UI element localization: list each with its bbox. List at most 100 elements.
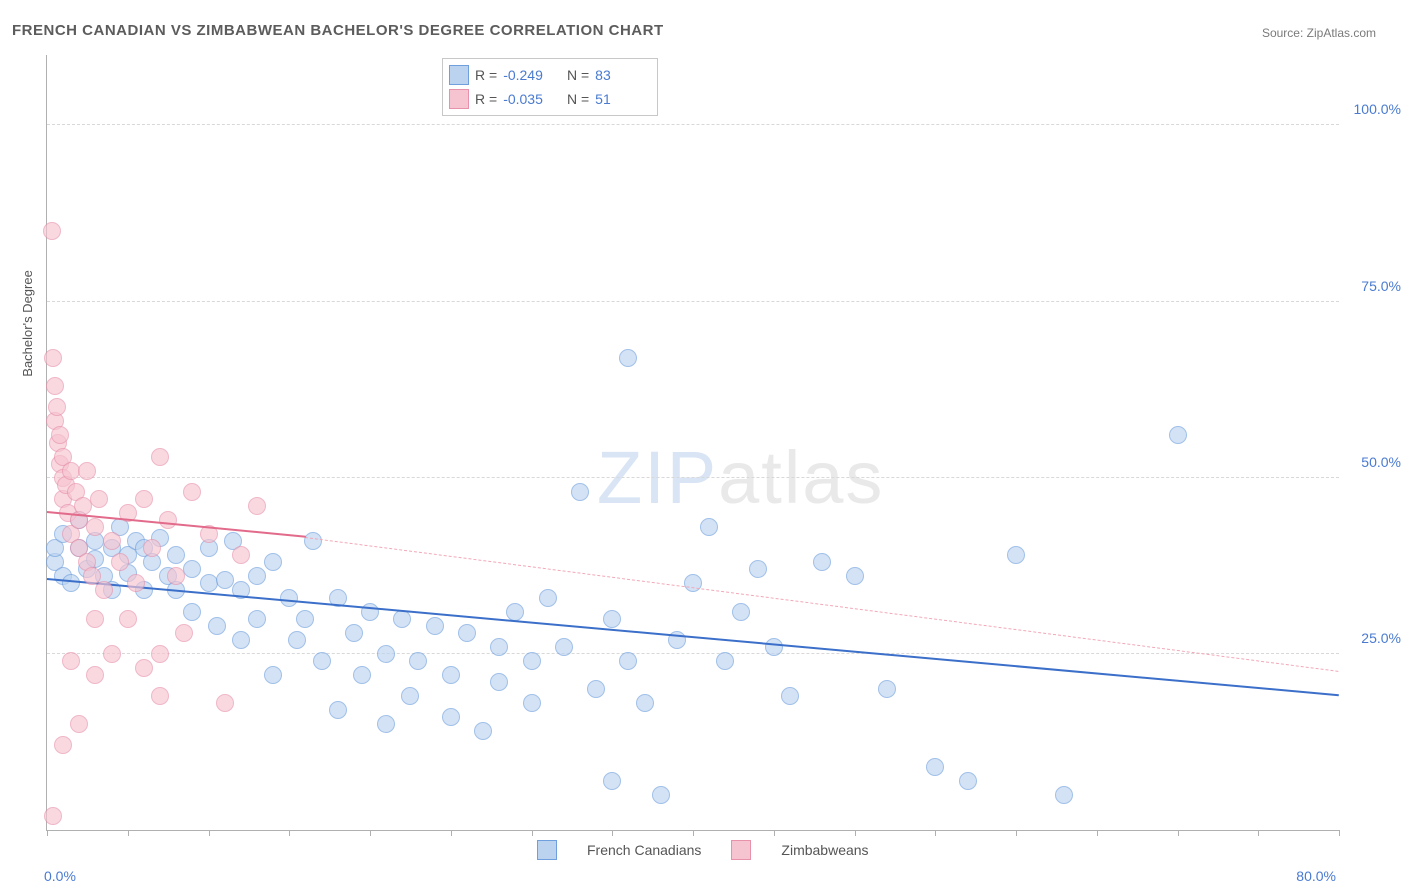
x-tick xyxy=(1258,830,1259,836)
data-point xyxy=(1007,546,1025,564)
data-point xyxy=(846,567,864,585)
stat-r-label: R = xyxy=(475,91,497,107)
data-point xyxy=(571,483,589,501)
data-point xyxy=(490,673,508,691)
y-tick-label: 25.0% xyxy=(1361,630,1401,646)
data-point xyxy=(329,701,347,719)
data-point xyxy=(103,645,121,663)
stat-row: R = -0.249 N = 83 xyxy=(449,63,645,87)
data-point xyxy=(183,603,201,621)
data-point xyxy=(765,638,783,656)
data-point xyxy=(587,680,605,698)
data-point xyxy=(377,715,395,733)
data-point xyxy=(264,553,282,571)
data-point xyxy=(716,652,734,670)
x-tick xyxy=(935,830,936,836)
data-point xyxy=(48,398,66,416)
data-point xyxy=(95,581,113,599)
data-point xyxy=(151,687,169,705)
data-point xyxy=(43,222,61,240)
data-point xyxy=(781,687,799,705)
data-point xyxy=(44,349,62,367)
chart-title: FRENCH CANADIAN VS ZIMBABWEAN BACHELOR'S… xyxy=(12,22,664,39)
data-point xyxy=(90,490,108,508)
data-point xyxy=(167,546,185,564)
data-point xyxy=(603,772,621,790)
data-point xyxy=(264,666,282,684)
legend-swatch xyxy=(731,840,751,860)
x-tick xyxy=(1178,830,1179,836)
data-point xyxy=(151,645,169,663)
legend-swatch xyxy=(537,840,557,860)
stat-n-value: 83 xyxy=(595,67,645,83)
data-point xyxy=(926,758,944,776)
data-point xyxy=(539,589,557,607)
data-point xyxy=(175,624,193,642)
gridline-h xyxy=(47,124,1339,125)
data-point xyxy=(86,518,104,536)
x-tick xyxy=(1339,830,1340,836)
data-point xyxy=(1169,426,1187,444)
y-tick-label: 50.0% xyxy=(1361,454,1401,470)
x-axis-min-label: 0.0% xyxy=(44,868,76,884)
data-point xyxy=(313,652,331,670)
legend-label: Zimbabweans xyxy=(781,842,868,858)
y-axis-title: Bachelor's Degree xyxy=(20,270,35,377)
data-point xyxy=(345,624,363,642)
data-point xyxy=(232,631,250,649)
data-point xyxy=(216,571,234,589)
y-tick-label: 100.0% xyxy=(1354,101,1401,117)
series-swatch xyxy=(449,89,469,109)
data-point xyxy=(304,532,322,550)
data-point xyxy=(248,567,266,585)
data-point xyxy=(280,589,298,607)
data-point xyxy=(127,574,145,592)
data-point xyxy=(62,652,80,670)
data-point xyxy=(684,574,702,592)
source-label: Source: ZipAtlas.com xyxy=(1262,26,1376,40)
data-point xyxy=(103,532,121,550)
data-point xyxy=(216,694,234,712)
data-point xyxy=(652,786,670,804)
data-point xyxy=(749,560,767,578)
stat-r-value: -0.249 xyxy=(503,67,553,83)
x-tick xyxy=(1016,830,1017,836)
gridline-h xyxy=(47,477,1339,478)
data-point xyxy=(474,722,492,740)
data-point xyxy=(700,518,718,536)
data-point xyxy=(506,603,524,621)
x-tick xyxy=(1097,830,1098,836)
data-point xyxy=(46,377,64,395)
data-point xyxy=(248,497,266,515)
data-point xyxy=(86,666,104,684)
y-tick-label: 75.0% xyxy=(1361,278,1401,294)
data-point xyxy=(377,645,395,663)
data-point xyxy=(167,567,185,585)
data-point xyxy=(151,448,169,466)
gridline-h xyxy=(47,301,1339,302)
data-point xyxy=(619,652,637,670)
data-point xyxy=(288,631,306,649)
data-point xyxy=(1055,786,1073,804)
data-point xyxy=(86,610,104,628)
x-tick xyxy=(855,830,856,836)
data-point xyxy=(442,666,460,684)
data-point xyxy=(183,483,201,501)
plot-area: ZIPatlas R = -0.249 N = 83R = -0.035 N =… xyxy=(46,55,1339,831)
data-point xyxy=(361,603,379,621)
data-point xyxy=(426,617,444,635)
x-tick xyxy=(289,830,290,836)
data-point xyxy=(70,715,88,733)
data-point xyxy=(636,694,654,712)
data-point xyxy=(523,652,541,670)
x-tick xyxy=(612,830,613,836)
data-point xyxy=(732,603,750,621)
data-point xyxy=(959,772,977,790)
series-legend: French CanadiansZimbabweans xyxy=(537,840,869,860)
x-tick xyxy=(128,830,129,836)
data-point xyxy=(248,610,266,628)
stat-n-value: 51 xyxy=(595,91,645,107)
x-tick xyxy=(209,830,210,836)
data-point xyxy=(135,490,153,508)
data-point xyxy=(555,638,573,656)
